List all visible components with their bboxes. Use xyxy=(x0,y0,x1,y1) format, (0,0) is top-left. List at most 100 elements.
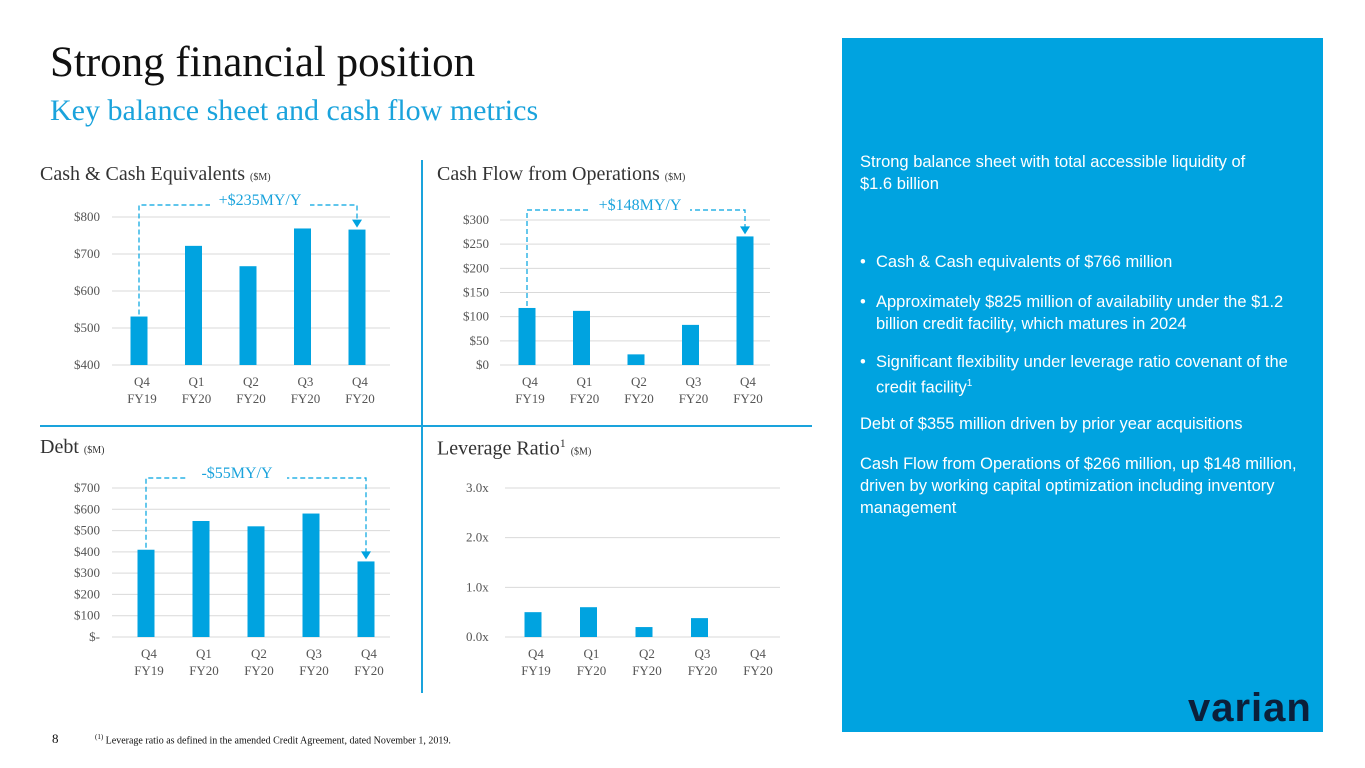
cfo-category-label: Q4 xyxy=(740,374,756,389)
cash-bar xyxy=(130,316,148,365)
debt-bar xyxy=(302,513,320,637)
debt-category-label: FY20 xyxy=(299,663,329,678)
debt-bar xyxy=(137,549,155,637)
cfo-category-label: FY20 xyxy=(733,391,763,406)
panel-bullet-2: • Approximately $825 million of availabil… xyxy=(860,291,1316,335)
debt-tick-label: $200 xyxy=(74,586,100,601)
debt-category-label: FY19 xyxy=(134,663,164,678)
lev-category-label: FY20 xyxy=(577,663,607,678)
cfo-tick-label: $0 xyxy=(476,357,489,372)
debt-category-label: FY20 xyxy=(189,663,219,678)
cfo-tick-label: $300 xyxy=(463,212,489,227)
cfo-tick-label: $100 xyxy=(463,309,489,324)
cash-category-label: FY20 xyxy=(182,391,212,406)
panel-headline: Strong balance sheet with total accessib… xyxy=(860,153,1246,193)
cfo-category-label: Q3 xyxy=(686,374,702,389)
cash-category-label: FY20 xyxy=(345,391,375,406)
cash-category-label: Q1 xyxy=(189,374,205,389)
debt-title-text: Debt xyxy=(40,436,79,458)
cash-category-label: Q4 xyxy=(352,374,368,389)
lev-unit: ($M) xyxy=(570,446,592,458)
footnote-text: Leverage ratio as defined in the amended… xyxy=(105,735,451,747)
lev-bar xyxy=(524,612,542,637)
panel-para-cfo: Cash Flow from Operations of $266 millio… xyxy=(860,455,1297,517)
cash-bar xyxy=(239,266,257,365)
cfo-bar xyxy=(736,236,754,365)
debt-bar xyxy=(247,526,265,637)
debt-tick-label: $100 xyxy=(74,608,100,623)
debt-category-label: Q3 xyxy=(306,646,322,661)
debt-category-label: FY20 xyxy=(354,663,384,678)
debt-bar xyxy=(192,520,210,637)
cfo-category-label: Q4 xyxy=(522,374,538,389)
cfo-tick-label: $150 xyxy=(463,285,489,300)
cfo-category-label: Q2 xyxy=(631,374,647,389)
cfo-bar xyxy=(682,324,699,365)
debt-tick-label: $700 xyxy=(74,480,100,495)
cfo-title-text: Cash Flow from Operations xyxy=(437,163,660,185)
debt-category-label: Q4 xyxy=(361,646,377,661)
debt-tick-label: $400 xyxy=(74,544,100,559)
page-number: 8 xyxy=(52,731,59,746)
lev-tick-label: 3.0x xyxy=(466,480,489,495)
cash-category-label: Q4 xyxy=(134,374,150,389)
slide-subtitle: Key balance sheet and cash flow metrics xyxy=(50,94,539,127)
cash-bar xyxy=(294,228,311,365)
cfo-yoy-bracket xyxy=(526,209,746,306)
cfo-yoy-label: +$148MY/Y xyxy=(599,197,682,214)
debt-yoy-label: -$55MY/Y xyxy=(201,465,273,482)
quadrant-divider-horizontal xyxy=(40,425,812,427)
varian-logo: varian xyxy=(1188,686,1312,730)
panel-para-debt: Debt of $355 million driven by prior yea… xyxy=(860,415,1243,433)
lev-title-text: Leverage Ratio xyxy=(437,437,560,460)
cfo-tick-label: $50 xyxy=(470,333,490,348)
debt-bar xyxy=(357,561,375,637)
cash-unit: ($M) xyxy=(249,172,271,183)
charts-canvas: $400 $500 $600 $700 $800 Q4 FY19 Q1 FY20 Q2 FY20 Q3… xyxy=(74,191,780,678)
footnote: (1) Leverage ratio as defined in the ame… xyxy=(95,733,451,746)
cfo-unit: ($M) xyxy=(664,172,686,183)
cash-category-label: FY20 xyxy=(236,391,266,406)
cash-tick-label: $500 xyxy=(74,320,100,335)
cfo-yoy-label-bg xyxy=(590,196,690,214)
cash-yoy-label: +$235MY/Y xyxy=(219,192,302,209)
bullet-dot: • xyxy=(860,353,866,371)
cash-category-label: FY19 xyxy=(127,391,157,406)
cfo-bar xyxy=(573,310,590,365)
lev-category-label: Q4 xyxy=(528,646,544,661)
cash-tick-label: $800 xyxy=(74,209,100,224)
lev-category-label: Q1 xyxy=(584,646,600,661)
lev-bar xyxy=(580,607,597,637)
debt-category-label: FY20 xyxy=(244,663,274,678)
bullet-text: Significant flexibility under leverage r… xyxy=(876,353,1288,397)
debt-category-label: Q1 xyxy=(196,646,212,661)
bullet-superscript: 1 xyxy=(966,378,973,389)
lev-category-label: FY19 xyxy=(521,663,551,678)
summary-panel xyxy=(842,38,1323,732)
cfo-chart-title: Cash Flow from Operations ($M) xyxy=(437,163,685,186)
cash-title-text: Cash & Cash Equivalents xyxy=(40,163,245,185)
debt-yoy-label-bg xyxy=(187,464,287,482)
cfo-category-label: Q1 xyxy=(577,374,593,389)
cfo-bar xyxy=(518,307,536,365)
cfo-bar xyxy=(627,354,645,365)
debt-tick-label: $500 xyxy=(74,523,100,538)
cash-category-label: Q2 xyxy=(243,374,259,389)
debt-yoy-arrowhead xyxy=(361,551,371,560)
lev-category-label: FY20 xyxy=(688,663,718,678)
lev-tick-label: 2.0x xyxy=(466,530,489,545)
cfo-category-label: FY19 xyxy=(515,391,545,406)
cfo-tick-label: $200 xyxy=(463,260,489,275)
cfo-category-label: FY20 xyxy=(624,391,654,406)
debt-tick-label: $- xyxy=(89,629,100,644)
footnote-marker: (1) xyxy=(95,733,104,741)
lev-chart-title: Leverage Ratio1 ($M) xyxy=(437,436,591,461)
cash-yoy-arrowhead xyxy=(352,219,362,228)
bullet-text: Approximately $825 million of availabili… xyxy=(876,293,1284,333)
lev-bar xyxy=(691,618,708,637)
panel-bullet-3: • Significant flexibility under leverage … xyxy=(860,351,1316,399)
debt-category-label: Q4 xyxy=(141,646,157,661)
lev-tick-label: 1.0x xyxy=(466,579,489,594)
cfo-tick-label: $250 xyxy=(463,236,489,251)
cfo-category-label: FY20 xyxy=(570,391,600,406)
